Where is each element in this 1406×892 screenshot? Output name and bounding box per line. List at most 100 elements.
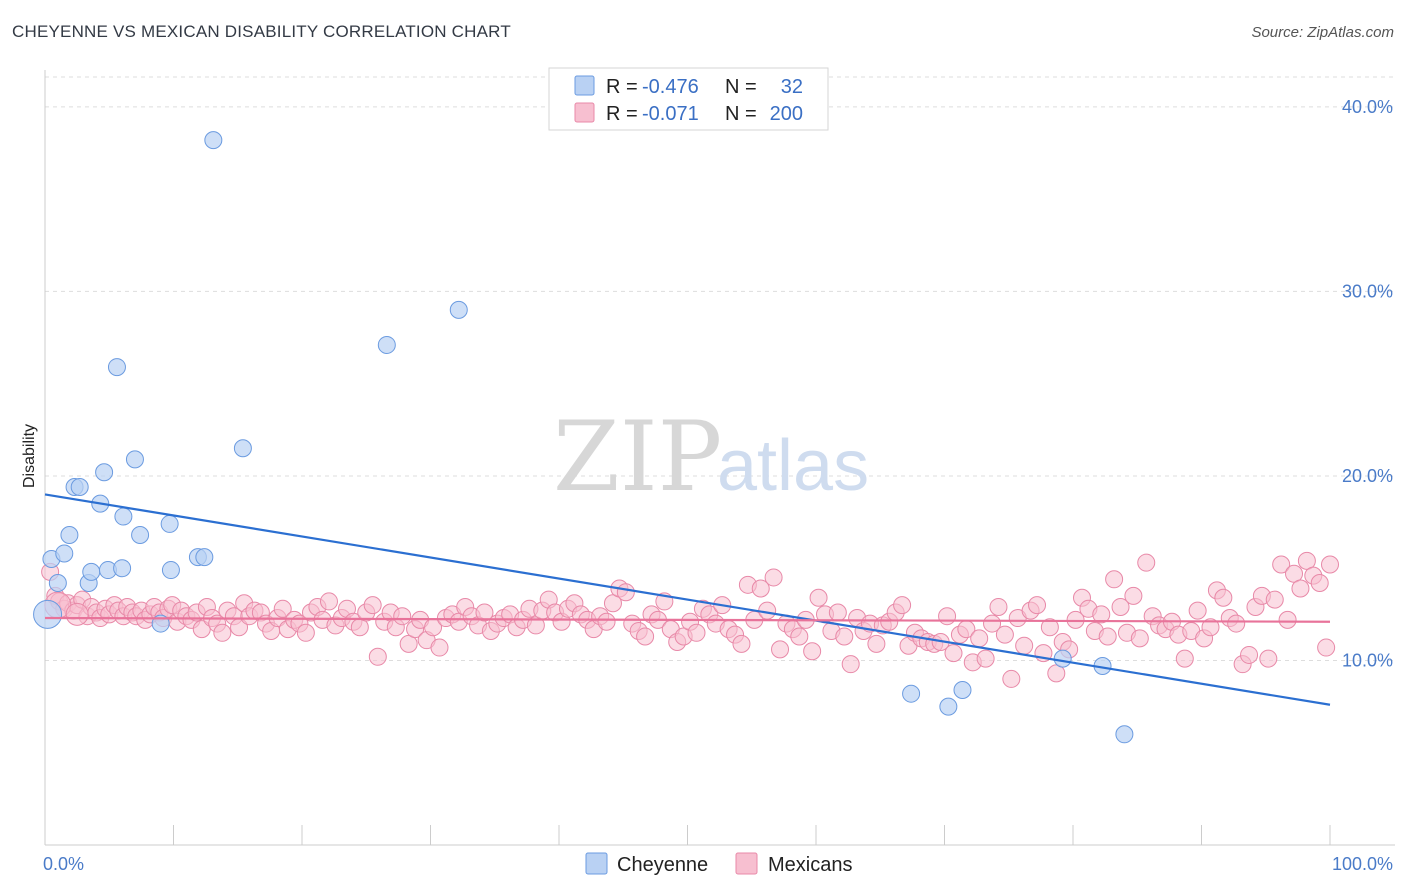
y-tick-label-0: 10.0%	[1342, 650, 1393, 670]
bottom-legend-mexicans: Mexicans	[768, 854, 852, 876]
y-tick-label-1: 20.0%	[1342, 466, 1393, 486]
legend-mexican-n-value: 200	[770, 103, 803, 125]
x-tick-label-1: 100.0%	[1332, 854, 1393, 874]
mexicans-point	[1310, 573, 1329, 592]
cheyenne-point	[55, 544, 74, 563]
trend-lines	[44, 493, 1331, 706]
mexicans-point	[976, 649, 995, 668]
mexicans-point	[938, 607, 957, 626]
mexicans-point	[970, 629, 989, 648]
mexicans-trend-line	[44, 616, 1331, 623]
mexicans-point	[1265, 590, 1284, 609]
cheyenne-point	[131, 526, 150, 544]
cheyenne-point	[48, 573, 67, 592]
cheyenne-trend-line	[44, 493, 1331, 706]
cheyenne-point	[114, 507, 133, 526]
cheyenne-point	[161, 561, 180, 580]
cheyenne-point	[95, 463, 114, 482]
mexicans-point	[867, 634, 886, 653]
bottom-legend-cheyenne: Cheyenne	[617, 854, 708, 876]
mexicans-point	[319, 592, 338, 611]
mexicans-point	[1092, 605, 1111, 624]
legend-swatch-mexican	[574, 102, 595, 123]
mexicans-point	[368, 647, 387, 666]
cheyenne-point	[113, 559, 132, 578]
mexicans-point	[828, 603, 847, 622]
mexicans-point	[1098, 627, 1117, 646]
mexicans-point	[835, 627, 854, 646]
bottom-legend-swatch-mexicans	[735, 852, 758, 875]
watermark-atlas: atlas	[717, 426, 869, 506]
mexicans-point	[1175, 649, 1194, 668]
mexicans-point	[1321, 555, 1339, 574]
mexicans-point	[989, 597, 1008, 616]
cheyenne-point	[1115, 725, 1134, 744]
cheyenne-point	[125, 450, 144, 469]
mexicans-point	[803, 642, 822, 661]
watermark-zip: ZIP	[553, 401, 722, 513]
mexicans-point	[995, 625, 1014, 644]
mexicans-point	[764, 568, 783, 587]
mexicans-point	[616, 583, 635, 602]
mexicans-point	[687, 623, 706, 642]
mexicans-point	[213, 623, 232, 642]
cheyenne-point	[70, 478, 89, 497]
legend-cheyenne-r-value: -0.476	[642, 76, 699, 98]
mexicans-point	[1201, 618, 1220, 637]
legend-cheyenne-n-value: 32	[781, 76, 803, 98]
mexicans-point	[1278, 610, 1297, 629]
cheyenne-point	[939, 697, 958, 716]
mexicans-point	[1188, 601, 1207, 620]
cheyenne-points	[33, 131, 1134, 744]
mexicans-point	[1040, 618, 1059, 637]
mexicans-point	[1124, 586, 1143, 605]
cheyenne-point	[160, 514, 179, 533]
mexicans-point	[65, 602, 89, 626]
mexicans-point	[1214, 588, 1233, 607]
cheyenne-point	[82, 562, 101, 581]
mexicans-point	[1002, 669, 1021, 688]
source-label: Source: ZipAtlas.com	[1251, 24, 1394, 41]
mexicans-point	[636, 627, 655, 646]
mexicans-point	[273, 599, 292, 618]
mexicans-point	[430, 638, 449, 657]
mexicans-point	[1259, 649, 1278, 668]
x-tick-label-0: 0.0%	[43, 854, 84, 874]
y-tick-label-2: 30.0%	[1342, 281, 1393, 301]
cheyenne-point	[33, 599, 63, 629]
mexicans-point	[1317, 638, 1336, 657]
legend-mexican-r-label: R =	[606, 103, 643, 125]
mexicans-point	[893, 596, 912, 615]
mexicans-point	[475, 603, 494, 622]
mexicans-point	[1111, 597, 1130, 616]
cheyenne-point	[902, 684, 921, 703]
cheyenne-point	[233, 439, 252, 458]
legend-cheyenne-r-label: R =	[606, 76, 643, 98]
legend-mexican-r-value: -0.071	[642, 103, 699, 125]
mexicans-point	[1105, 570, 1124, 589]
x-tick-labels: 0.0% 100.0%	[43, 854, 1393, 874]
cheyenne-point	[195, 548, 214, 567]
mexicans-point	[983, 614, 1002, 633]
mexicans-point	[771, 640, 790, 659]
cheyenne-point	[60, 526, 79, 544]
mexicans-point	[732, 634, 751, 653]
mexicans-point	[393, 607, 412, 626]
watermark: ZIP atlas	[553, 401, 869, 513]
cheyenne-point	[449, 300, 468, 319]
grid-lines	[45, 76, 1395, 661]
y-tick-label-3: 40.0%	[1342, 97, 1393, 117]
cheyenne-point	[1053, 649, 1072, 668]
y-axis-label: Disability	[21, 424, 38, 488]
legend-box	[548, 67, 829, 131]
cheyenne-point	[204, 131, 223, 150]
mexicans-point	[1015, 636, 1034, 655]
cheyenne-point	[377, 335, 396, 354]
mexicans-point	[1227, 614, 1246, 633]
mexicans-point	[809, 588, 828, 607]
legend-cheyenne-n-label: N =	[725, 76, 762, 98]
cheyenne-point	[107, 358, 126, 377]
mexicans-point	[1137, 553, 1156, 572]
cheyenne-point	[953, 681, 972, 699]
